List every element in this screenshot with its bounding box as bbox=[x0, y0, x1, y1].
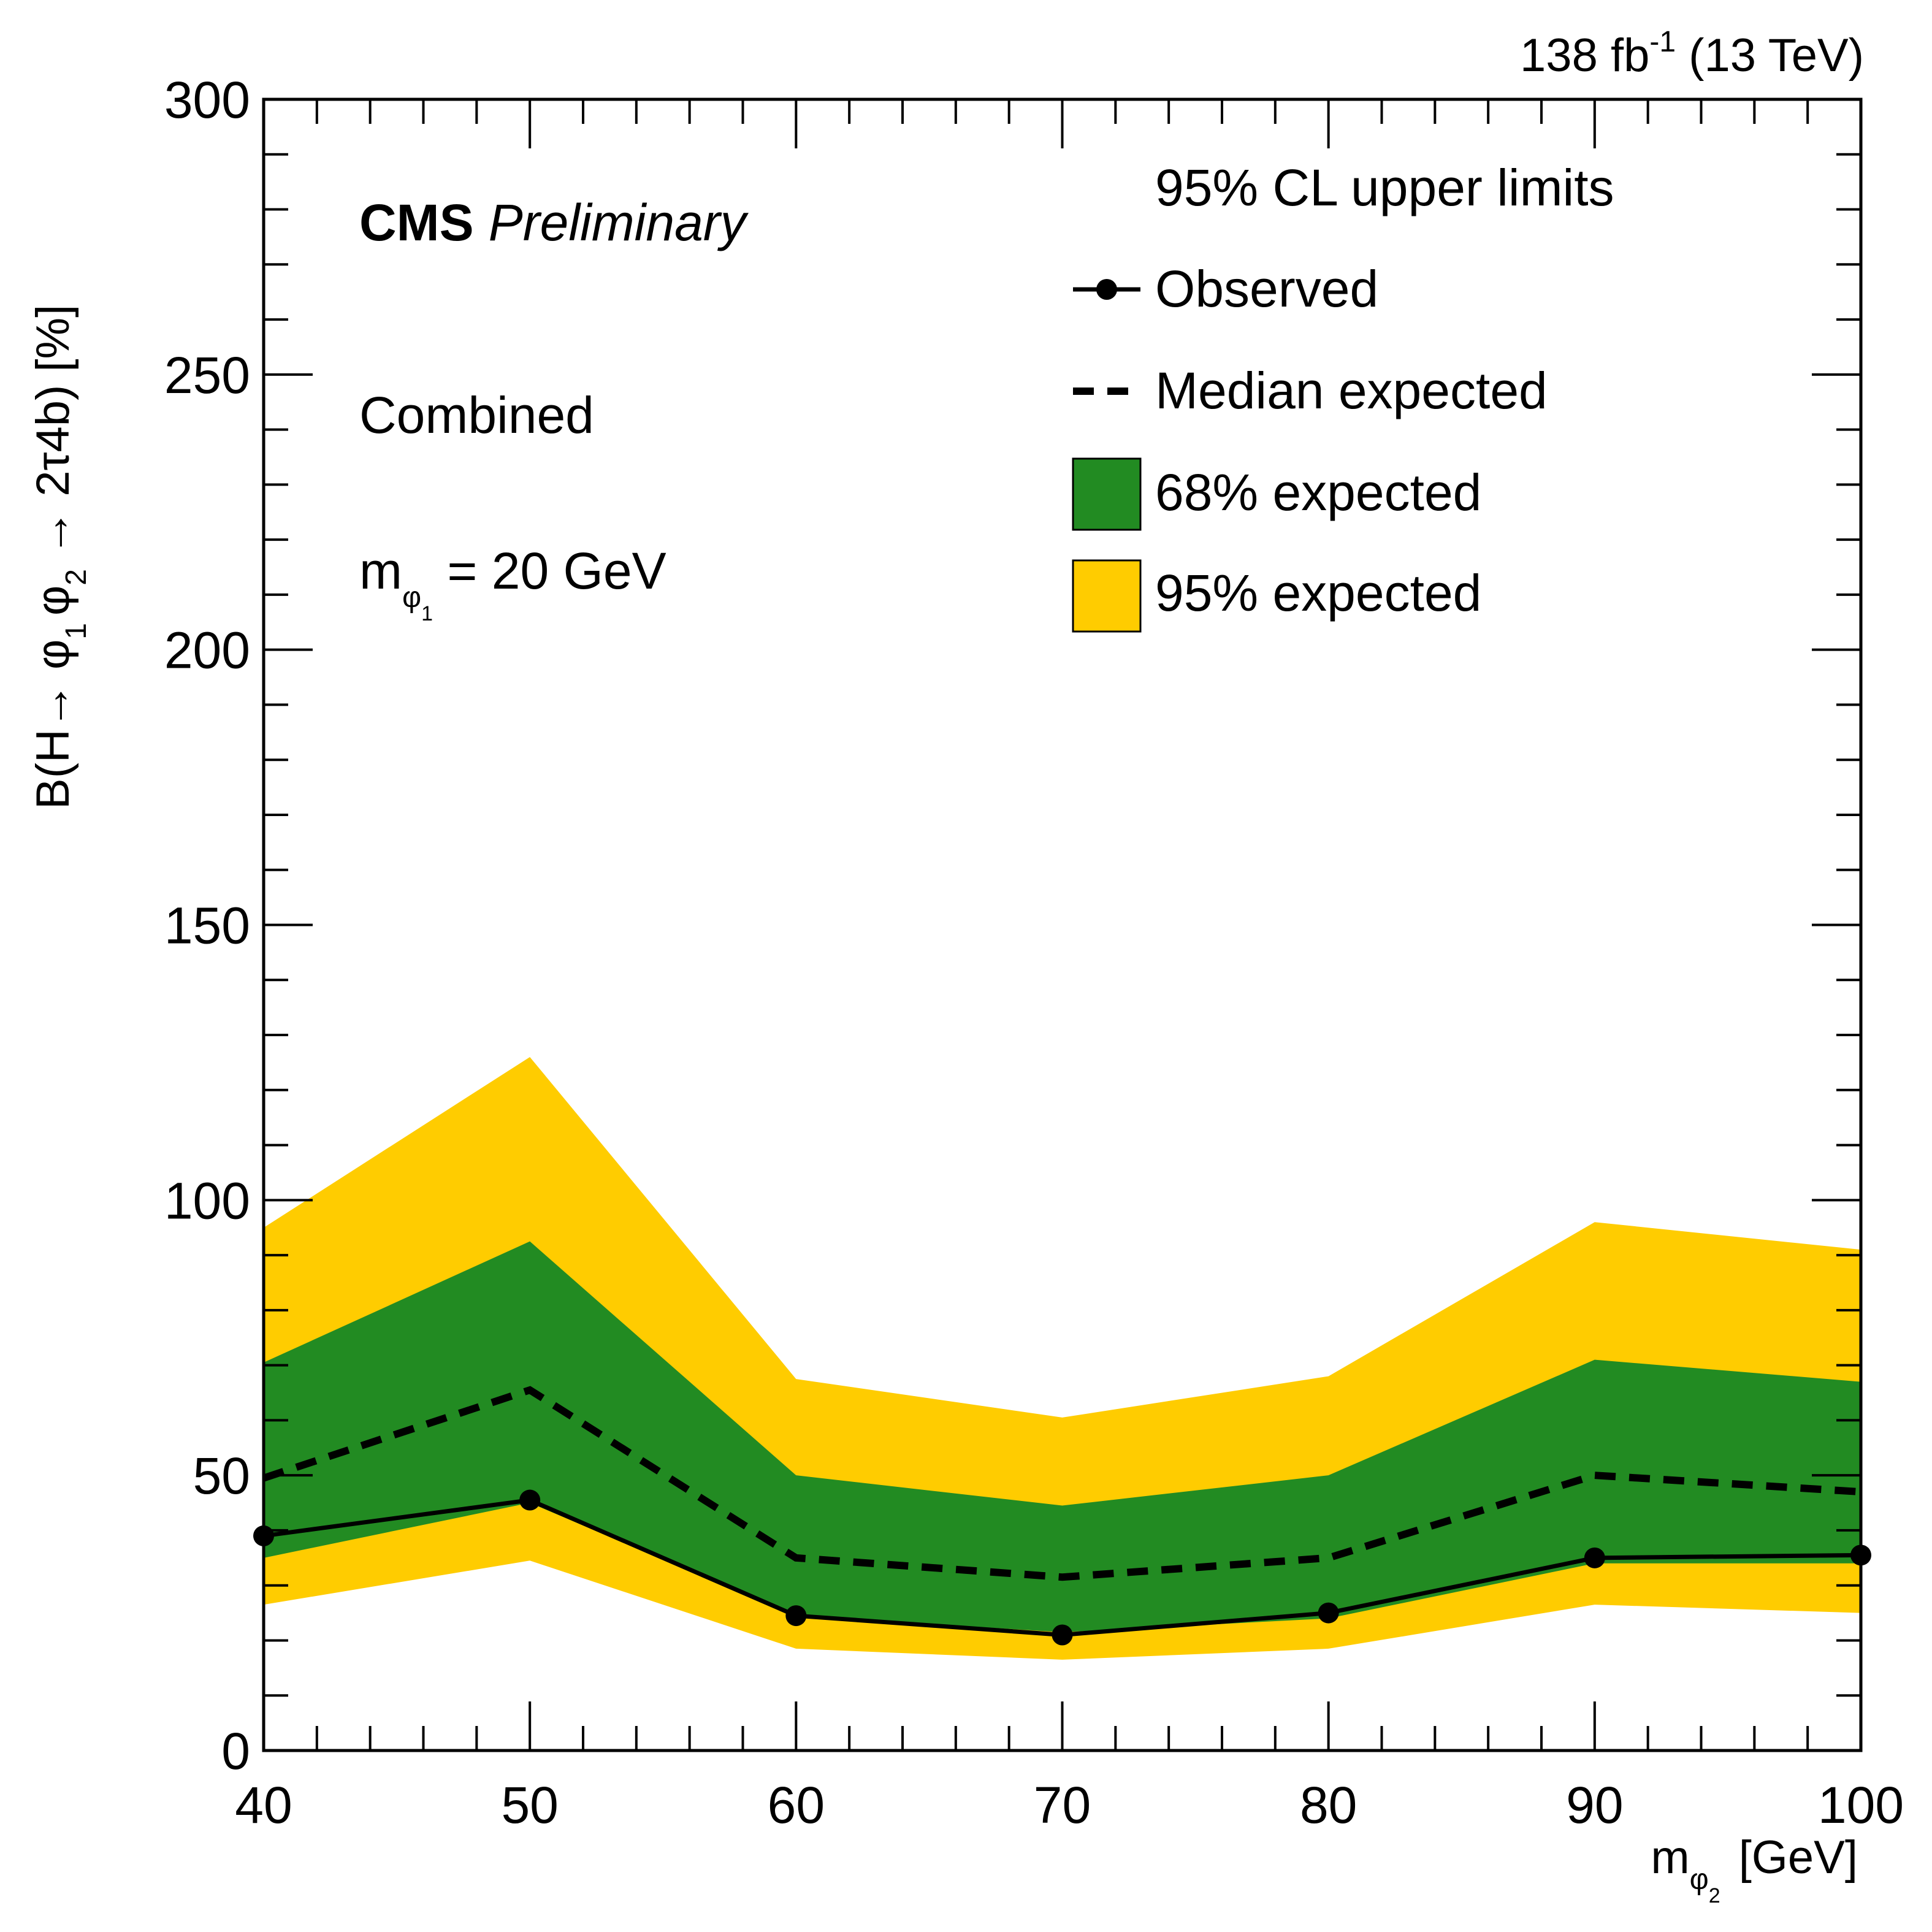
y-tick-label: 150 bbox=[164, 897, 250, 955]
limit-lines bbox=[253, 1386, 1871, 1646]
x-axis-title: mφ2[GeV] bbox=[1651, 1831, 1858, 1907]
legend-header: 95% CL upper limits bbox=[1155, 159, 1614, 216]
x-tick-label: 100 bbox=[1818, 1776, 1904, 1834]
legend: 95% CL upper limits Observed Median expe… bbox=[1072, 159, 1614, 633]
legend-95-label: 95% expected bbox=[1155, 564, 1481, 622]
legend-median-label: Median expected bbox=[1155, 362, 1548, 419]
legend-observed-marker bbox=[1096, 279, 1117, 300]
x-tick-label: 70 bbox=[1034, 1776, 1091, 1834]
observed-point bbox=[1584, 1547, 1605, 1568]
band-68-expected bbox=[264, 1241, 1861, 1633]
legend-entry-95: 95% expected bbox=[1072, 559, 1481, 633]
observed-point bbox=[785, 1605, 807, 1627]
legend-95-swatch bbox=[1072, 559, 1142, 633]
x-tick-label: 80 bbox=[1300, 1776, 1357, 1834]
legend-observed-label: Observed bbox=[1155, 260, 1378, 318]
expected-bands bbox=[264, 1056, 1861, 1660]
observed-point bbox=[1318, 1602, 1339, 1624]
cms-label: CMS Preliminary bbox=[359, 194, 749, 251]
legend-68-label: 68% expected bbox=[1155, 464, 1481, 521]
mass-label: mφ1 = 20 GeV bbox=[359, 542, 666, 625]
lumi-label: 138 fb-1 (13 TeV) bbox=[1520, 26, 1864, 82]
y-tick-label: 50 bbox=[193, 1447, 250, 1505]
y-tick-label: 250 bbox=[164, 346, 250, 404]
x-tick-label: 60 bbox=[768, 1776, 825, 1834]
legend-entry-observed: Observed bbox=[1073, 260, 1378, 318]
observed-point bbox=[1052, 1624, 1073, 1646]
y-axis-title: B(H→ φ1φ2 → 2τ4b) [%] bbox=[27, 305, 93, 809]
median-expected-line bbox=[262, 1386, 1861, 1581]
x-tick-label: 40 bbox=[235, 1776, 292, 1834]
combined-label: Combined bbox=[359, 386, 594, 444]
y-tick-label: 100 bbox=[164, 1172, 250, 1229]
y-tick-label: 300 bbox=[164, 71, 250, 129]
axis-ticks bbox=[262, 98, 1862, 1752]
observed-point bbox=[519, 1489, 541, 1511]
legend-entry-median: Median expected bbox=[1073, 362, 1548, 419]
tick-labels: 40 50 60 70 80 90 100 0 50 100 150 200 250 300 bbox=[164, 71, 1904, 1834]
legend-68-swatch bbox=[1072, 457, 1142, 531]
legend-entry-68: 68% expected bbox=[1072, 457, 1481, 531]
y-tick-label: 200 bbox=[164, 622, 250, 679]
x-tick-label: 50 bbox=[501, 1776, 558, 1834]
x-tick-label: 90 bbox=[1566, 1776, 1623, 1834]
y-tick-label: 0 bbox=[221, 1722, 250, 1780]
